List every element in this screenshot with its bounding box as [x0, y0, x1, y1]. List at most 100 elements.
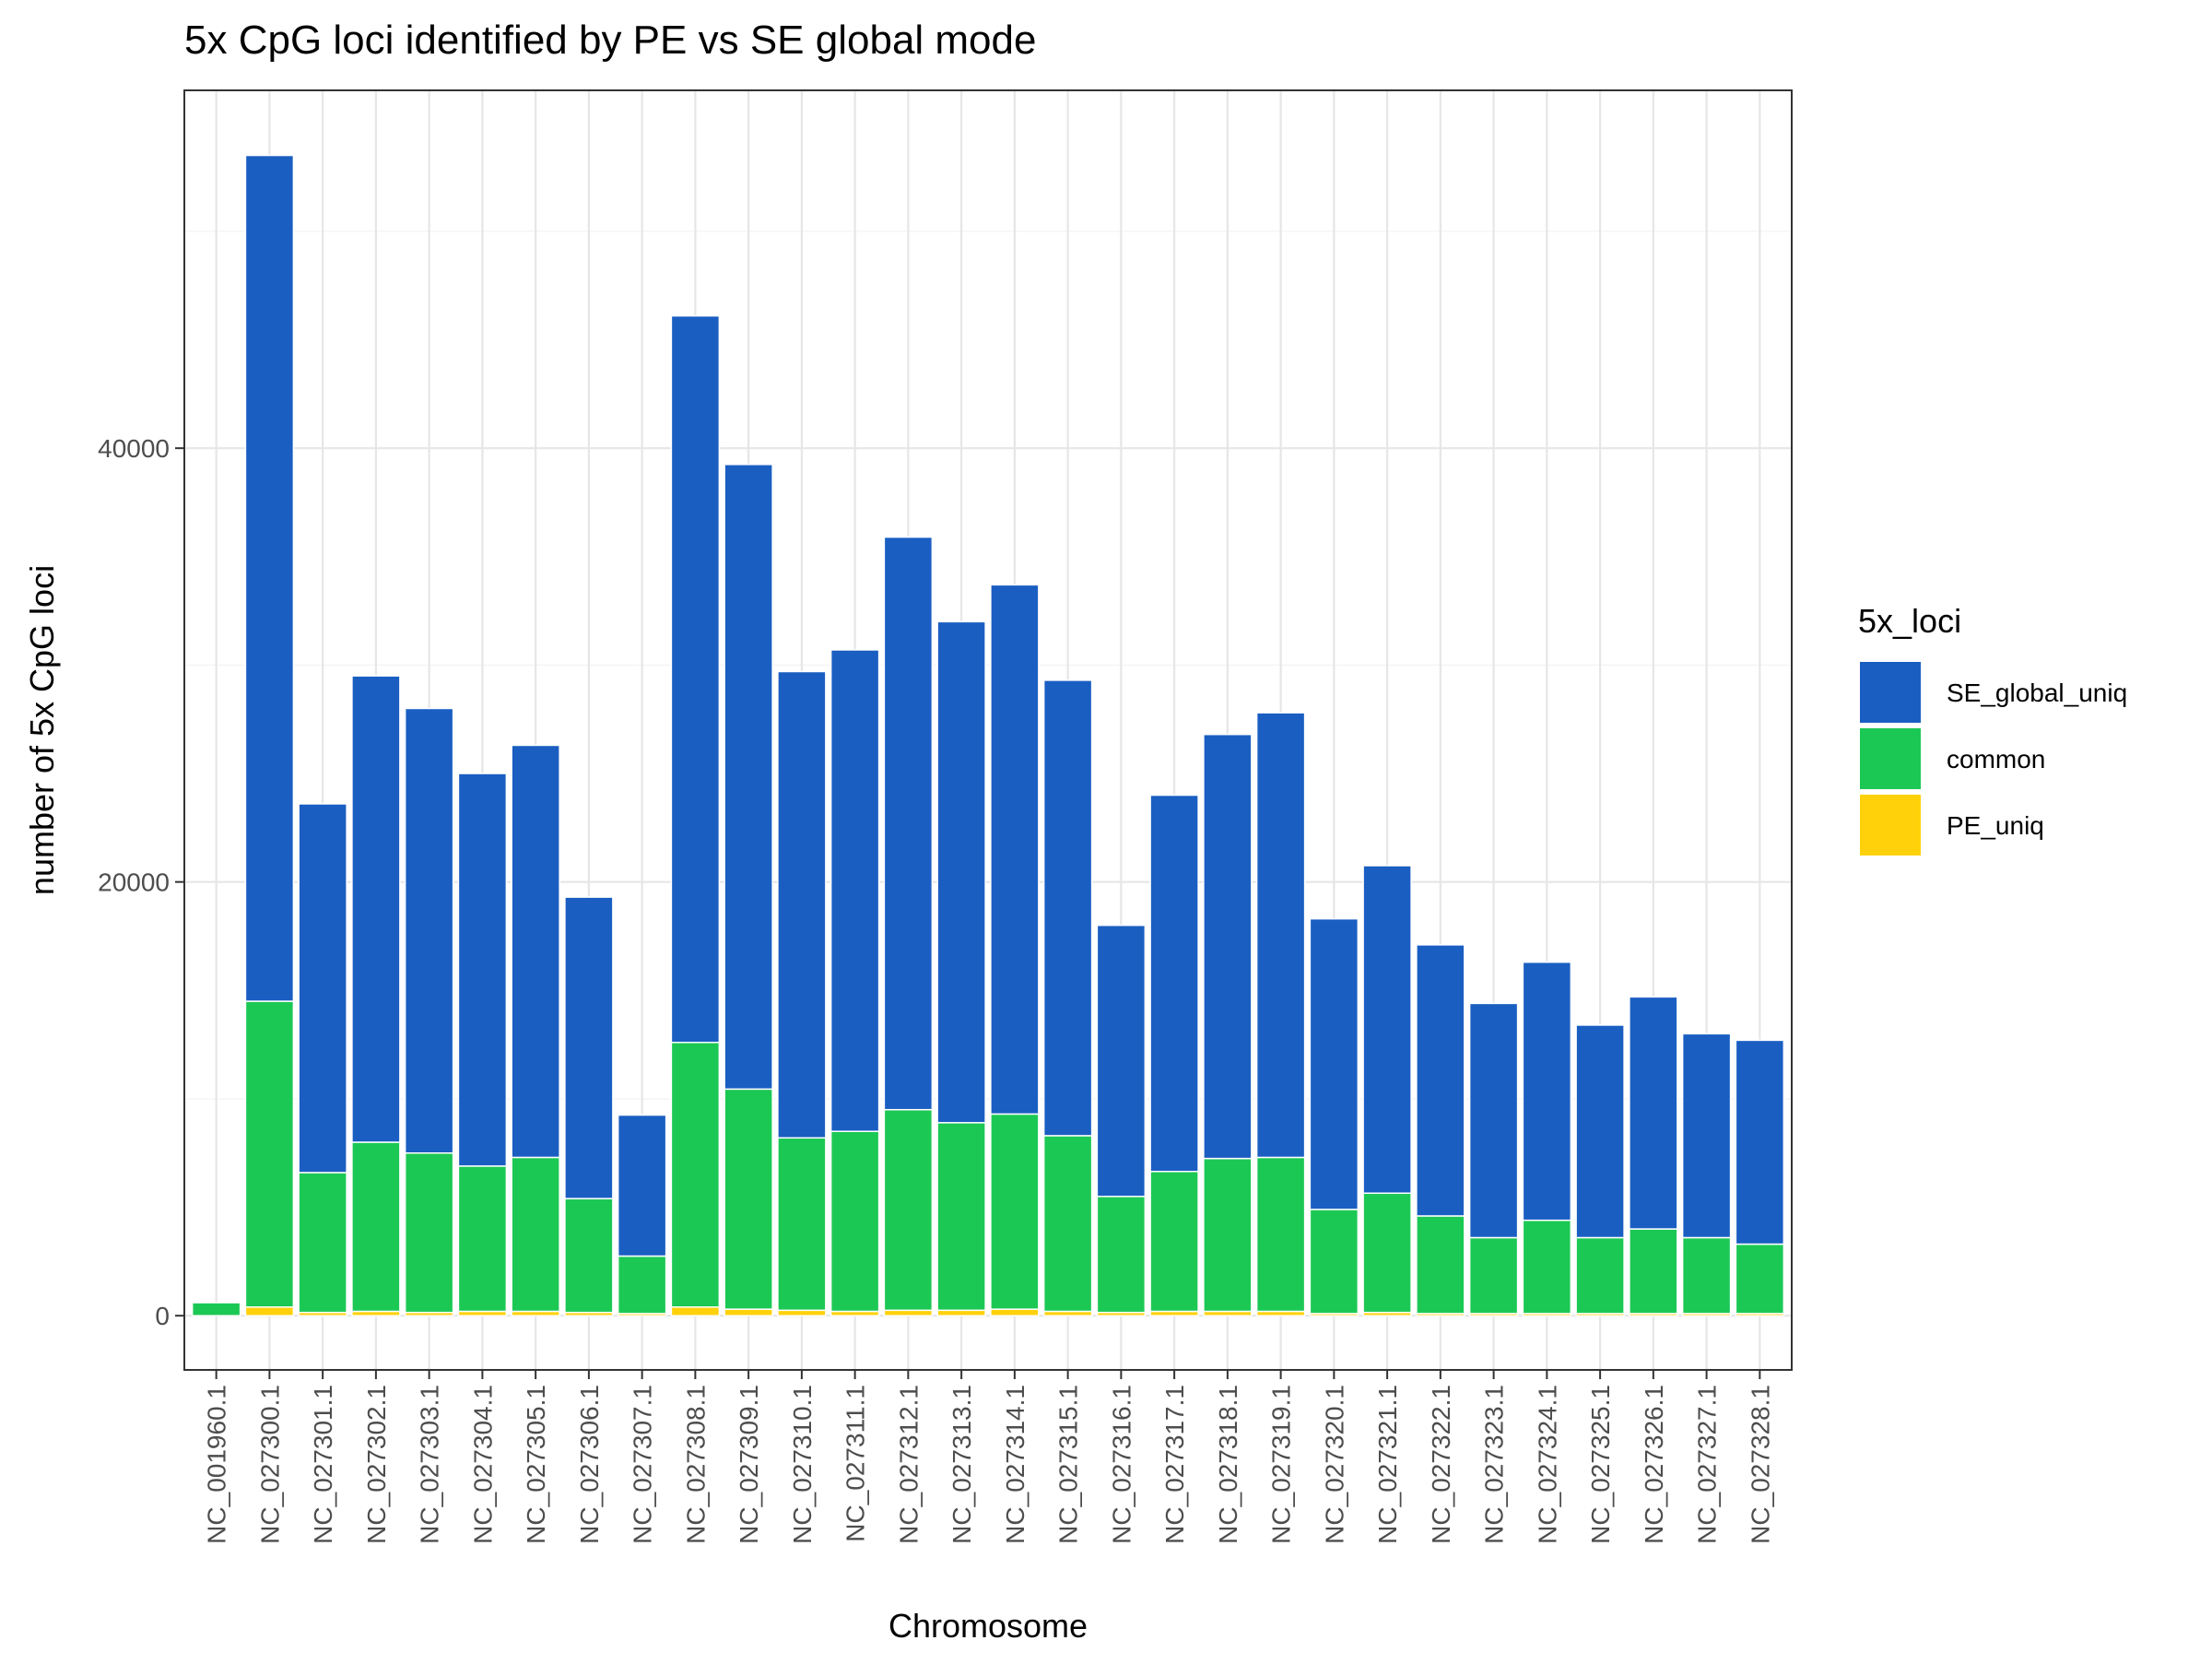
legend-label: PE_uniq — [1947, 811, 2044, 840]
plot-border — [183, 89, 1793, 1371]
y-axis: 0 20000 40000 — [98, 434, 184, 1330]
x-tick-label: NC_001960.1 — [203, 1385, 231, 1544]
bar-common — [1255, 1156, 1306, 1313]
x-axis: NC_001960.1 NC_027300.1 NC_027301.1 NC_0273… — [203, 1370, 1774, 1544]
bar-se-global-uniq — [1735, 1039, 1785, 1245]
bar-common — [617, 1255, 667, 1315]
x-tick-label: NC_027320.1 — [1320, 1385, 1348, 1544]
x-tick-label: NC_027313.1 — [947, 1385, 976, 1544]
bar-common — [777, 1137, 827, 1312]
bar-common — [457, 1165, 508, 1313]
bar-common — [1735, 1243, 1785, 1315]
x-tick-label: NC_027308.1 — [681, 1385, 710, 1544]
x-tick-label: NC_027303.1 — [416, 1385, 444, 1544]
bar-common — [883, 1108, 934, 1312]
bar-common — [351, 1141, 401, 1313]
y-tick-label: 40000 — [98, 434, 170, 463]
chart-title: 5x CpG loci identified by PE vs SE globa… — [184, 18, 1036, 63]
bar-pe-uniq — [936, 1309, 986, 1316]
bar-common — [1362, 1192, 1412, 1314]
legend-swatch — [1860, 795, 1921, 856]
x-tick-label: NC_027327.1 — [1693, 1385, 1722, 1544]
x-tick-label: NC_027312.1 — [894, 1385, 923, 1544]
bar-common — [298, 1172, 347, 1314]
bars — [191, 154, 1785, 1316]
bar-common — [1468, 1236, 1519, 1315]
bar-se-global-uniq — [1096, 924, 1147, 1198]
bar-common — [1309, 1209, 1359, 1315]
bar-se-global-uniq — [724, 464, 773, 1091]
bar-common — [724, 1088, 773, 1310]
bar-pe-uniq — [777, 1309, 827, 1316]
x-tick-label: NC_027300.1 — [255, 1385, 284, 1544]
x-tick-label: NC_027324.1 — [1533, 1385, 1561, 1544]
bar-se-global-uniq — [1575, 1024, 1625, 1239]
bar-common — [1575, 1236, 1625, 1315]
x-tick-label: NC_027310.1 — [788, 1385, 817, 1544]
bar-se-global-uniq — [1416, 944, 1465, 1217]
bar-pe-uniq — [244, 1306, 295, 1316]
x-tick-label: NC_027328.1 — [1746, 1385, 1774, 1544]
x-tick-label: NC_027314.1 — [1001, 1385, 1030, 1544]
x-axis-title: Chromosome — [888, 1607, 1088, 1645]
bar-se-global-uniq — [1042, 679, 1093, 1137]
bar-pe-uniq — [670, 1306, 721, 1316]
bar-common — [830, 1130, 880, 1313]
x-tick-label: NC_027307.1 — [629, 1385, 657, 1544]
bar-se-global-uniq — [1255, 712, 1306, 1159]
bar-se-global-uniq — [404, 707, 454, 1154]
bar-common — [1681, 1236, 1732, 1315]
x-tick-label: NC_027318.1 — [1214, 1385, 1242, 1544]
bar-common — [404, 1151, 454, 1314]
x-tick-label: NC_027306.1 — [575, 1385, 604, 1544]
bar-common — [1096, 1196, 1147, 1314]
x-tick-label: NC_027319.1 — [1267, 1385, 1296, 1544]
bar-se-global-uniq — [1203, 733, 1253, 1160]
bar-common — [564, 1198, 614, 1314]
bar-pe-uniq — [724, 1308, 773, 1316]
x-tick-label: NC_027304.1 — [468, 1385, 497, 1544]
x-tick-label: NC_027301.1 — [309, 1385, 337, 1544]
bar-common — [191, 1302, 241, 1316]
bar-se-global-uniq — [457, 773, 508, 1167]
bar-se-global-uniq — [1629, 996, 1678, 1230]
bar-se-global-uniq — [670, 314, 721, 1044]
x-tick-label: NC_027315.1 — [1054, 1385, 1083, 1544]
bar-se-global-uniq — [1149, 794, 1199, 1173]
bar-common — [244, 1000, 295, 1308]
x-tick-label: NC_027317.1 — [1160, 1385, 1189, 1544]
x-tick-label: NC_027321.1 — [1373, 1385, 1402, 1544]
y-tick-label: 0 — [155, 1302, 170, 1330]
bar-common — [1149, 1170, 1199, 1313]
bar-se-global-uniq — [298, 803, 347, 1174]
x-tick-label: NC_027323.1 — [1480, 1385, 1509, 1544]
bar-se-global-uniq — [936, 620, 986, 1124]
legend-label: common — [1947, 745, 2045, 773]
y-tick-label: 20000 — [98, 868, 170, 897]
x-tick-label: NC_027309.1 — [735, 1385, 763, 1544]
bar-se-global-uniq — [351, 675, 401, 1143]
y-axis-title: number of 5x CpG loci — [23, 565, 61, 895]
x-tick-label: NC_027325.1 — [1586, 1385, 1615, 1544]
bar-se-global-uniq — [883, 536, 934, 1111]
bar-se-global-uniq — [1522, 961, 1572, 1221]
bar-se-global-uniq — [1362, 865, 1412, 1195]
bar-se-global-uniq — [830, 649, 880, 1132]
bar-se-global-uniq — [777, 670, 827, 1139]
bar-common — [936, 1122, 986, 1312]
bar-se-global-uniq — [617, 1114, 667, 1257]
x-tick-label: NC_027305.1 — [522, 1385, 550, 1544]
legend-title: 5x_loci — [1858, 602, 1961, 640]
bar-se-global-uniq — [1681, 1033, 1732, 1239]
bar-common — [1522, 1219, 1572, 1315]
bar-se-global-uniq — [564, 896, 614, 1199]
bar-se-global-uniq — [511, 744, 560, 1159]
bar-common — [990, 1113, 1040, 1310]
bar-common — [1416, 1215, 1465, 1315]
bar-common — [670, 1042, 721, 1308]
legend-swatch — [1860, 728, 1921, 789]
